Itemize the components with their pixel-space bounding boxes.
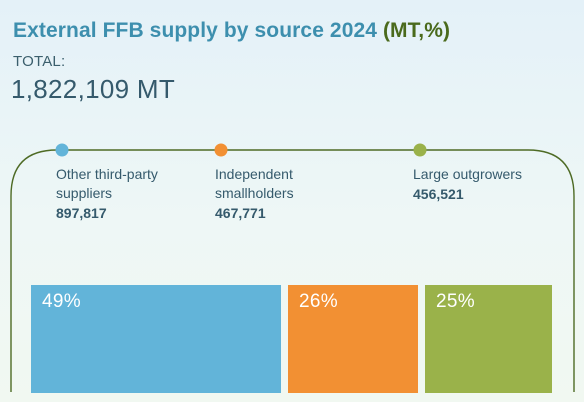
bar-other-percent-label: 49% (42, 291, 81, 312)
legend-large: Large outgrowers 456,521 (413, 165, 522, 204)
legend-dot-independent (214, 143, 228, 157)
bar-other: 49% (31, 285, 281, 393)
legend-independent: Independent smallholders 467,771 (215, 165, 294, 223)
total-value: 1,822,109 MT (11, 74, 176, 104)
legend-independent-name: Independent smallholders (215, 166, 294, 201)
bar-independent: 26% (288, 285, 418, 393)
legend-large-value: 456,521 (413, 186, 464, 202)
legend-independent-value: 467,771 (215, 205, 266, 221)
bracket-line (10, 149, 575, 392)
legend-other-name: Other third-party suppliers (56, 166, 158, 201)
title-text: External FFB supply by source 2024 (13, 19, 378, 42)
legend-large-name: Large outgrowers (413, 166, 522, 182)
total-label: TOTAL: (13, 53, 66, 70)
title-unit: (MT,%) (382, 19, 451, 42)
legend-dot-other (55, 143, 69, 157)
bar-large: 25% (425, 285, 552, 393)
legend-other: Other third-party suppliers 897,817 (56, 165, 158, 223)
bar-independent-percent-label: 26% (299, 291, 338, 312)
chart-title: External FFB supply by source 2024 (MT,%… (13, 19, 450, 43)
bar-large-percent-label: 25% (436, 291, 475, 312)
legend-dot-large (413, 143, 427, 157)
legend-other-value: 897,817 (56, 205, 107, 221)
